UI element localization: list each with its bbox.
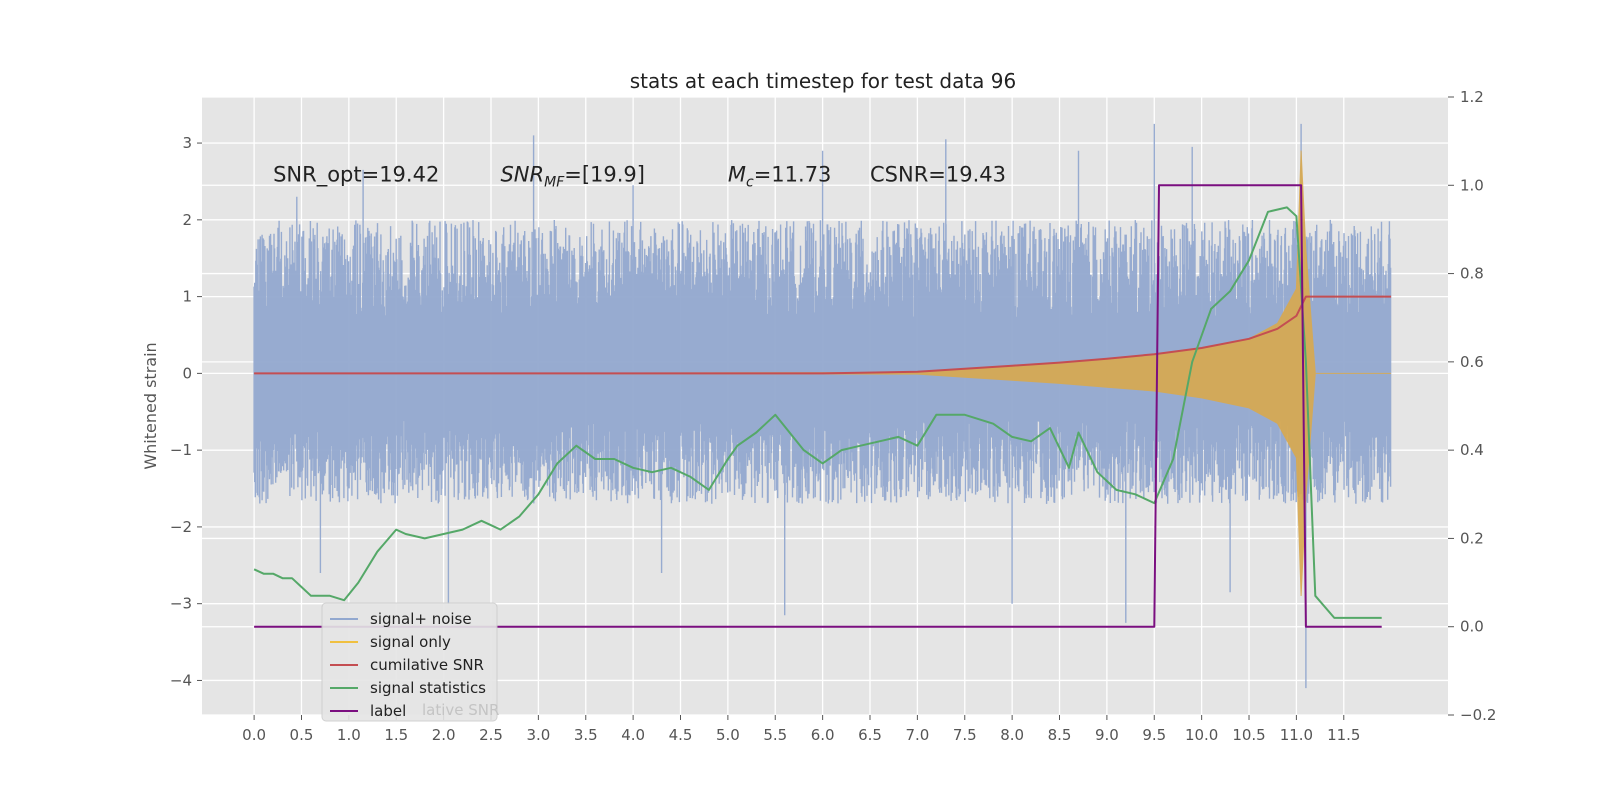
y-right-tick-label: 0.8 (1460, 265, 1484, 283)
series-label (254, 184, 1382, 628)
legend-box (321, 602, 498, 722)
y-left-tick-label: 3 (182, 134, 192, 152)
y-right-tick-label: −0.2 (1460, 706, 1496, 724)
legend-label: signal only (370, 633, 451, 651)
x-tick-label: 7.5 (953, 726, 977, 744)
x-tick-label: 8.5 (1048, 726, 1072, 744)
x-tick-label: 6.5 (858, 726, 882, 744)
y-left-tick-label: −3 (170, 595, 192, 613)
legend-label: label (370, 702, 406, 720)
y-left-tick-label: −4 (170, 671, 192, 689)
x-tick-label: 3.0 (526, 726, 550, 744)
series-signal-statistics (253, 206, 1382, 619)
x-tick-label: 11.5 (1327, 726, 1360, 744)
x-tick-label: 1.0 (337, 726, 361, 744)
annotation-text: CSNR=19.43 (870, 162, 1006, 186)
x-tick-label: 11.0 (1280, 726, 1313, 744)
x-tick-label: 3.5 (574, 726, 598, 744)
legend-label: cumilative SNR (370, 656, 484, 674)
legend: lative SNR signal+ noise signal only cumila… (321, 602, 499, 722)
y-right-tick-label: 0.6 (1460, 353, 1484, 371)
annotation-subscript: MF (544, 174, 565, 190)
annotation-text: SNRMF=[19.9] (500, 162, 645, 190)
y-right-tick-label: 0.0 (1460, 618, 1484, 636)
y-axis-label-left: Whitened strain (141, 342, 160, 469)
x-tick-label: 4.5 (669, 726, 693, 744)
y-right-tick-label: 1.0 (1460, 176, 1484, 194)
annotation-main: SNR (500, 162, 544, 186)
annotation-text: Mc=11.73 (728, 162, 832, 190)
x-tick-label: 4.0 (621, 726, 645, 744)
annotation-subscript: c (746, 174, 754, 190)
y-left-tick-label: 1 (182, 288, 192, 306)
x-tick-label: 0.5 (290, 726, 314, 744)
legend-label: signal statistics (370, 679, 486, 697)
annotations: SNR_opt=19.42 SNRMF=[19.9] Mc=11.73 CSNR=19… (273, 162, 1006, 190)
x-tick-label: 5.0 (716, 726, 740, 744)
x-tick-label: 9.0 (1095, 726, 1119, 744)
x-tick-label: 10.0 (1185, 726, 1218, 744)
annotation-suffix: =11.73 (754, 162, 832, 186)
x-tick-label: 8.0 (1000, 726, 1024, 744)
annotation-main: M (728, 162, 746, 186)
legend-ghost-text: lative SNR (422, 701, 499, 719)
x-tick-label: 2.0 (432, 726, 456, 744)
legend-label: signal+ noise (370, 610, 472, 628)
y-left-tick-label: 2 (182, 211, 192, 229)
x-tick-label: 10.5 (1232, 726, 1265, 744)
y-left-tick-label: 0 (182, 364, 192, 382)
series-lines (253, 184, 1392, 628)
x-tick-label: 2.5 (479, 726, 503, 744)
y-left-tick-label: −2 (170, 518, 192, 536)
x-tick-label: 1.5 (384, 726, 408, 744)
chart-title: stats at each timestep for test data 96 (630, 69, 1016, 93)
y-left-tick-label: −1 (170, 441, 192, 459)
x-tick-label: 9.5 (1142, 726, 1166, 744)
annotation-suffix: =[19.9] (564, 162, 645, 186)
x-tick-label: 0.0 (242, 726, 266, 744)
axis-ticks: 0.0 0.5 1.0 1.5 2.0 2.5 3.0 3.5 4.0 4.5 5.0 5.5 6.0 6… (170, 88, 1497, 744)
y-right-tick-label: 0.4 (1460, 441, 1484, 459)
annotation-text: SNR_opt=19.42 (273, 162, 439, 187)
x-tick-label: 7.0 (905, 726, 929, 744)
x-tick-label: 5.5 (763, 726, 787, 744)
y-right-tick-label: 1.2 (1460, 88, 1484, 106)
y-right-tick-label: 0.2 (1460, 529, 1484, 547)
x-tick-label: 6.0 (811, 726, 835, 744)
